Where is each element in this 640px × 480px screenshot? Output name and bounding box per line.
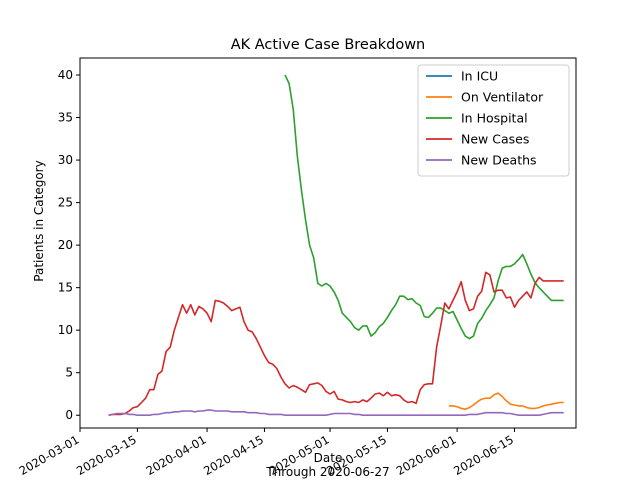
x-tick-label: 2020-04-15 bbox=[201, 432, 266, 478]
y-axis-label: Patients in Category bbox=[32, 160, 46, 281]
y-tick-label: 0 bbox=[65, 408, 73, 422]
legend-label: On Ventilator bbox=[461, 90, 544, 105]
legend: In ICU On Ventilator In Hospital New Cases N… bbox=[417, 64, 570, 177]
x-tick-label: 2020-03-01 bbox=[17, 432, 82, 478]
y-tick-label: 35 bbox=[58, 111, 73, 125]
x-tick-label: 2020-04-01 bbox=[144, 432, 209, 478]
legend-label: In Hospital bbox=[461, 111, 528, 126]
x-axis-label: Date bbox=[314, 451, 343, 465]
series-line-in-hospital bbox=[284, 74, 564, 340]
legend-label: New Deaths bbox=[461, 153, 537, 168]
y-tick-label: 5 bbox=[65, 366, 73, 380]
chart-title: AK Active Case Breakdown bbox=[231, 37, 426, 53]
series-line-new-cases bbox=[108, 271, 564, 416]
legend-box bbox=[417, 64, 570, 177]
axes-frame bbox=[79, 57, 577, 429]
y-axis: 0 5 10 15 20 25 30 35 40 bbox=[58, 68, 80, 422]
series-line-new-deaths bbox=[108, 409, 564, 417]
y-tick-label: 25 bbox=[58, 196, 73, 210]
series-line-on-ventilator bbox=[448, 392, 564, 411]
y-tick-label: 10 bbox=[58, 323, 73, 337]
legend-label: New Cases bbox=[461, 132, 529, 147]
x-tick-label: 2020-03-15 bbox=[74, 432, 139, 478]
y-tick-label: 40 bbox=[58, 68, 73, 82]
legend-label: In ICU bbox=[461, 69, 498, 84]
x-tick-label: 2020-06-01 bbox=[394, 432, 459, 478]
plot-area bbox=[108, 74, 564, 417]
x-axis-sublabel: Through 2020-06-27 bbox=[265, 465, 389, 479]
y-tick-label: 20 bbox=[58, 238, 73, 252]
x-tick-label: 2020-06-15 bbox=[451, 432, 516, 478]
y-tick-label: 30 bbox=[58, 153, 73, 167]
y-tick-label: 15 bbox=[58, 281, 73, 295]
